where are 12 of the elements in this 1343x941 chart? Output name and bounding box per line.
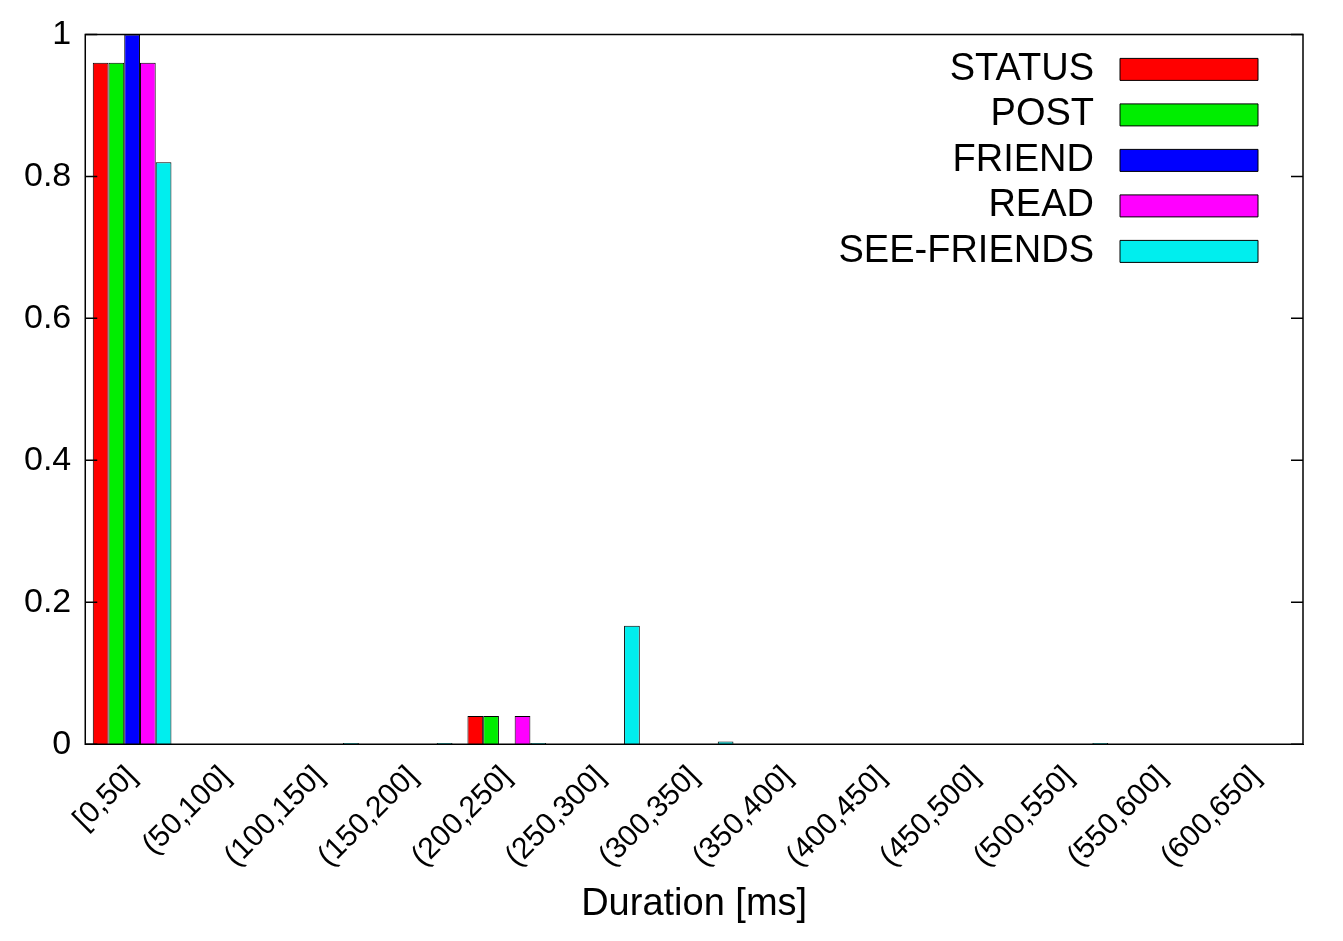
y-tick-label: 0.2 — [24, 580, 72, 619]
legend-label: FRIEND — [952, 136, 1094, 179]
legend-label: READ — [988, 182, 1094, 225]
x-axis-title: Duration [ms] — [581, 880, 808, 923]
y-tick-label: 0.8 — [24, 154, 72, 193]
legend-label: SEE-FRIENDS — [838, 227, 1094, 270]
legend-label: POST — [990, 91, 1094, 134]
y-tick-label: 0.6 — [24, 296, 72, 335]
y-tick-label: 1 — [52, 12, 72, 51]
y-tick-label: 0 — [52, 722, 72, 761]
legend-label: STATUS — [949, 45, 1094, 88]
y-tick-label: 0.4 — [24, 438, 72, 477]
